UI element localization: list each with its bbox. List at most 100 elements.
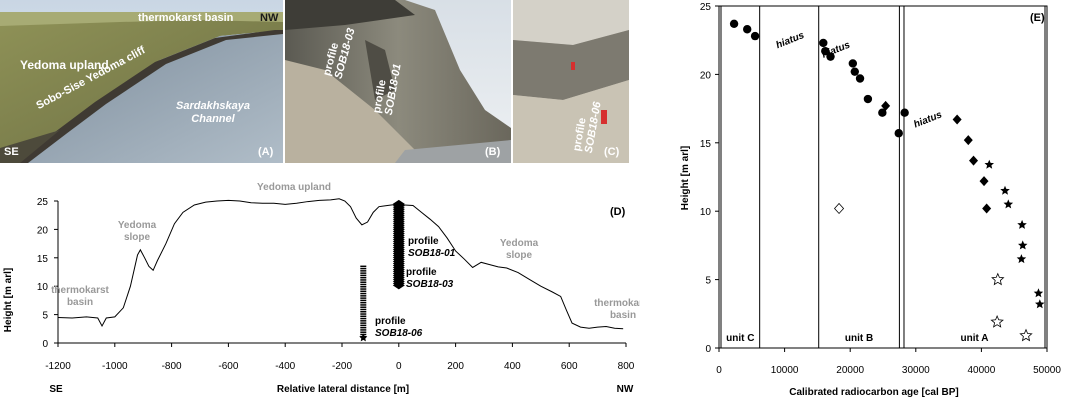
chart-e-point-circle: [850, 67, 859, 76]
chart-e-unit-label: unit A: [961, 333, 989, 344]
chart-e-panel-label: (E): [1030, 12, 1045, 24]
photo-a-channel-text: Sardakhskaya Channel: [176, 100, 250, 125]
chart-e-point-circle: [729, 19, 739, 28]
chart-e-unit-label: unit C: [726, 333, 754, 344]
chart-e-point-circle: [750, 31, 760, 41]
chart-d-yedoma-slope-right-2: slope: [506, 250, 533, 261]
chart-e-point-circle: [878, 108, 887, 117]
chart-d-y-tick-label: 10: [37, 282, 49, 293]
chart-e-unit-box: [720, 5, 761, 349]
chart-e-ylabel: Height [m arl]: [680, 146, 691, 210]
chart-e-y-tick-label: 20: [700, 70, 712, 81]
chart-d-x-tick-label: 600: [561, 361, 578, 372]
chart-d-yedoma-upland: Yedoma upland: [257, 182, 331, 193]
chart-d-x-tick-label: 0: [396, 361, 402, 372]
chart-e-annotations: (E) Height [m arl] Calibrated radiocarbo…: [680, 12, 1045, 398]
chart-e-point-circle: [848, 59, 858, 68]
chart-d-p3-id: SOB18-06: [375, 328, 423, 339]
chart-d-p1-id: SOB18-01: [408, 248, 456, 259]
chart-d-thermokarst-left-1: thermokarst: [51, 285, 109, 296]
chart-e-point-star: [1003, 199, 1014, 209]
chart-d-thermokarst-right-2: basin: [610, 310, 636, 321]
chart-d-x-tick-label: 800: [618, 361, 635, 372]
chart-d-yedoma-slope-left-1: Yedoma: [118, 220, 157, 231]
chart-e-unit-box: [818, 5, 900, 349]
chart-d-p2-label: profile: [406, 267, 437, 278]
chart-e-point-diamond: [982, 203, 992, 214]
chart-e-point-circle: [894, 129, 903, 138]
chart-d-x-tick-label: 400: [504, 361, 521, 372]
chart-e-point-diamond: [952, 114, 962, 125]
chart-e-point-circle: [821, 46, 830, 56]
chart-d-annotations: (D) Height [m arl] Relative lateral dist…: [3, 182, 640, 395]
chart-e-x-tick-label: 40000: [967, 365, 995, 376]
chart-e-point-star-open: [1019, 328, 1033, 342]
chart-e-point-star: [1035, 299, 1045, 309]
chart-e-point-star-open: [990, 314, 1004, 328]
chart-e-x-tick-label: 50000: [1033, 365, 1061, 376]
chart-d-p3-label: profile: [375, 316, 406, 327]
chart-e-point-circle: [819, 38, 828, 48]
chart-e-hiatus-label: hiatus: [912, 109, 944, 130]
photo-c-illustration: [513, 0, 629, 163]
chart-d-xlabel: Relative lateral distance [m]: [277, 384, 409, 395]
chart-e-x-tick-label: 10000: [771, 365, 799, 376]
chart-d-x-tick-label: -200: [332, 361, 352, 372]
chart-e-y-tick-label: 25: [700, 2, 712, 13]
chart-d: -1200 -1000 -800 -600 -400 -200 0 200 400 600 800 0…: [3, 182, 640, 395]
chart-e-point-star: [1018, 240, 1028, 250]
chart-e-point-star: [1000, 185, 1010, 195]
chart-d-terrain-line: [57, 198, 624, 330]
chart-d-p1-label: profile: [408, 236, 439, 247]
chart-d-thermokarst-right-1: thermokarst: [594, 298, 640, 309]
chart-e-x-tick-label: 0: [716, 365, 722, 376]
photo-c-panel-label: (C): [604, 146, 620, 158]
photo-b: profile SOB18-03 profile SOB18-01 (B): [285, 0, 511, 163]
chart-e-y-tick-label: 15: [700, 139, 712, 150]
chart-e-point-diamond: [881, 100, 891, 111]
chart-d-profiles: [359, 199, 405, 342]
chart-e-unit-box: [903, 5, 1046, 349]
chart-e-point-circle: [855, 74, 865, 83]
chart-d-yedoma-slope-right-1: Yedoma: [500, 238, 539, 249]
chart-d-yedoma-slope-left-2: slope: [124, 232, 151, 243]
chart-d-y-tick-label: 15: [37, 254, 49, 265]
chart-e-unit-label: unit B: [845, 333, 873, 344]
photo-a-thermokarst-label: thermokarst basin: [138, 12, 234, 24]
chart-e-points: [729, 19, 1045, 342]
chart-d-y-tick-label: 5: [42, 311, 48, 322]
chart-e-point-diamond: [969, 155, 979, 166]
photo-a-channel-label: Sardakhskaya Channel: [176, 100, 250, 126]
chart-e-point-star-open: [991, 272, 1005, 286]
photo-a-illustration: [0, 0, 283, 163]
chart-e-x-tick-label: 30000: [902, 365, 930, 376]
chart-e-point-circle: [743, 25, 752, 34]
photo-b-illustration: [285, 0, 511, 163]
chart-e-point-circle: [900, 108, 909, 117]
chart-d-axes: -1200 -1000 -800 -600 -400 -200 0 200 400 600 800 0…: [37, 197, 635, 372]
chart-d-x-tick-label: -1000: [102, 361, 128, 372]
chart-d-panel-label: (D): [610, 206, 626, 218]
chart-d-p2-id: SOB18-03: [406, 279, 454, 290]
chart-d-profile-03-marker: [392, 281, 405, 290]
chart-e-y-tick-label: 10: [700, 207, 712, 218]
chart-e-point-diamond: [979, 176, 989, 187]
chart-e-point-star: [1033, 288, 1044, 298]
photo-a-panel-label: (A): [258, 146, 274, 158]
chart-e-point-circle: [826, 52, 835, 61]
chart-d-ylabel: Height [m arl]: [3, 268, 14, 332]
photo-a: thermokarst basin NW Yedoma upland Sobo-…: [0, 0, 283, 163]
chart-e-point-star: [1017, 219, 1027, 229]
photo-a-se-label: SE: [4, 146, 19, 158]
photo-a-yedoma-upland-label: Yedoma upland: [20, 58, 109, 72]
photo-b-panel-label: (B): [485, 146, 501, 158]
chart-e-frame: [718, 5, 1048, 349]
chart-d-y-tick-label: 0: [42, 339, 48, 350]
chart-e-point-diamond: [963, 135, 973, 146]
chart-e-point-diamond-open: [834, 202, 845, 215]
chart-e-x-tick-label: 20000: [836, 365, 864, 376]
chart-d-x-tick-label: -800: [162, 361, 182, 372]
chart-e-y-tick-label: 0: [705, 344, 711, 355]
